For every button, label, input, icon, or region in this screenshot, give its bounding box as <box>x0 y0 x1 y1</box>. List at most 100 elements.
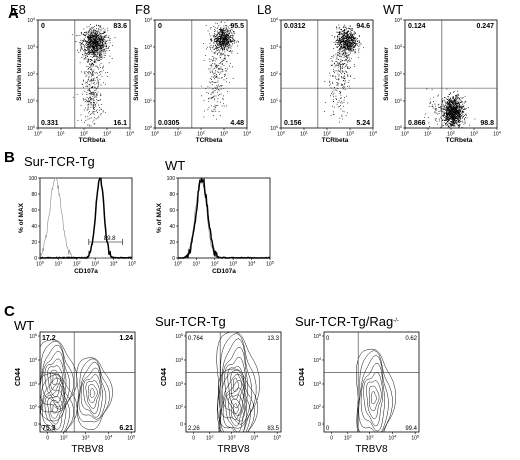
event-dot <box>93 103 95 105</box>
event-dot <box>451 100 452 102</box>
event-dot <box>452 123 454 125</box>
event-dot <box>93 30 95 32</box>
event-dot <box>346 43 348 44</box>
event-dot <box>452 125 453 126</box>
event-dot <box>335 53 337 55</box>
event-dot <box>448 111 450 113</box>
event-dot <box>344 47 345 49</box>
event-dot <box>211 92 213 94</box>
event-dot <box>448 99 450 101</box>
event-dot <box>225 25 226 26</box>
event-dot <box>223 105 225 107</box>
event-dot <box>447 107 449 109</box>
event-dot <box>438 103 440 105</box>
x-tick-label: 100 <box>277 131 285 138</box>
event-dot <box>448 100 449 102</box>
event-dot <box>86 74 88 76</box>
event-dot <box>341 31 343 32</box>
event-dot <box>223 25 225 27</box>
event-dot <box>212 60 213 62</box>
event-dot <box>101 54 103 56</box>
event-dot <box>454 112 456 114</box>
event-dot <box>343 34 345 36</box>
event-dot <box>101 45 103 47</box>
event-dot <box>340 108 342 110</box>
event-dot <box>460 109 461 111</box>
event-dot <box>90 93 91 94</box>
event-dot <box>226 78 227 79</box>
event-dot <box>92 86 94 88</box>
event-dot <box>220 45 222 47</box>
event-dot <box>455 118 456 120</box>
event-dot <box>350 46 352 48</box>
event-dot <box>453 113 455 115</box>
event-dot <box>449 109 450 111</box>
event-dot <box>453 114 455 116</box>
event-dot <box>87 41 88 43</box>
event-dot <box>209 42 211 44</box>
event-dot <box>203 60 205 61</box>
event-dot <box>347 32 349 34</box>
event-dot <box>437 113 439 115</box>
event-dot <box>343 26 345 28</box>
event-dot <box>215 58 217 60</box>
event-dot <box>428 122 430 124</box>
event-dot <box>352 41 354 42</box>
event-dot <box>94 83 96 85</box>
event-dot <box>223 40 225 42</box>
event-dot <box>209 81 210 83</box>
event-dot <box>342 105 344 107</box>
event-dot <box>88 33 89 35</box>
event-dot <box>221 31 222 33</box>
event-dot <box>459 124 461 125</box>
event-dot <box>87 44 89 46</box>
event-dot <box>340 59 342 60</box>
event-dot <box>208 58 210 60</box>
event-dot <box>450 112 452 114</box>
event-dot <box>216 101 218 103</box>
event-dot <box>94 39 95 41</box>
event-dot <box>341 114 343 116</box>
event-dot <box>86 47 88 48</box>
event-dot <box>102 67 103 69</box>
event-dot <box>455 129 456 130</box>
event-dot <box>355 44 357 45</box>
event-dot <box>92 93 94 95</box>
event-dot <box>355 42 357 44</box>
event-dot <box>224 30 226 32</box>
event-dot <box>212 72 214 73</box>
event-dot <box>458 121 459 122</box>
quadrant-lower-left: 0.156 <box>284 120 302 127</box>
event-dot <box>228 35 230 37</box>
event-dot <box>443 113 445 114</box>
event-dot <box>203 43 204 44</box>
event-dot <box>226 40 228 41</box>
event-dot <box>350 76 351 77</box>
event-dot <box>340 97 342 99</box>
x-tick-label: 0 <box>46 436 49 442</box>
event-dot <box>220 42 222 43</box>
event-dot <box>103 47 104 49</box>
event-dot <box>96 42 98 43</box>
event-dot <box>461 116 463 117</box>
event-dot <box>345 38 346 39</box>
event-dot <box>217 47 219 49</box>
event-dot <box>98 56 100 58</box>
event-dot <box>345 53 347 55</box>
event-dot <box>340 55 342 57</box>
event-dot <box>451 114 453 116</box>
event-dot <box>455 130 456 131</box>
event-dot <box>89 98 91 99</box>
event-dot <box>91 59 92 61</box>
event-dot <box>95 29 97 31</box>
event-dot <box>351 28 353 30</box>
event-dot <box>230 40 232 42</box>
contour-ring <box>371 391 377 404</box>
event-dot <box>224 74 226 76</box>
event-dot <box>85 71 87 72</box>
event-dot <box>446 122 448 124</box>
event-dot <box>226 39 228 41</box>
event-dot <box>92 121 94 123</box>
event-dot <box>97 33 98 34</box>
event-dot <box>346 28 348 30</box>
